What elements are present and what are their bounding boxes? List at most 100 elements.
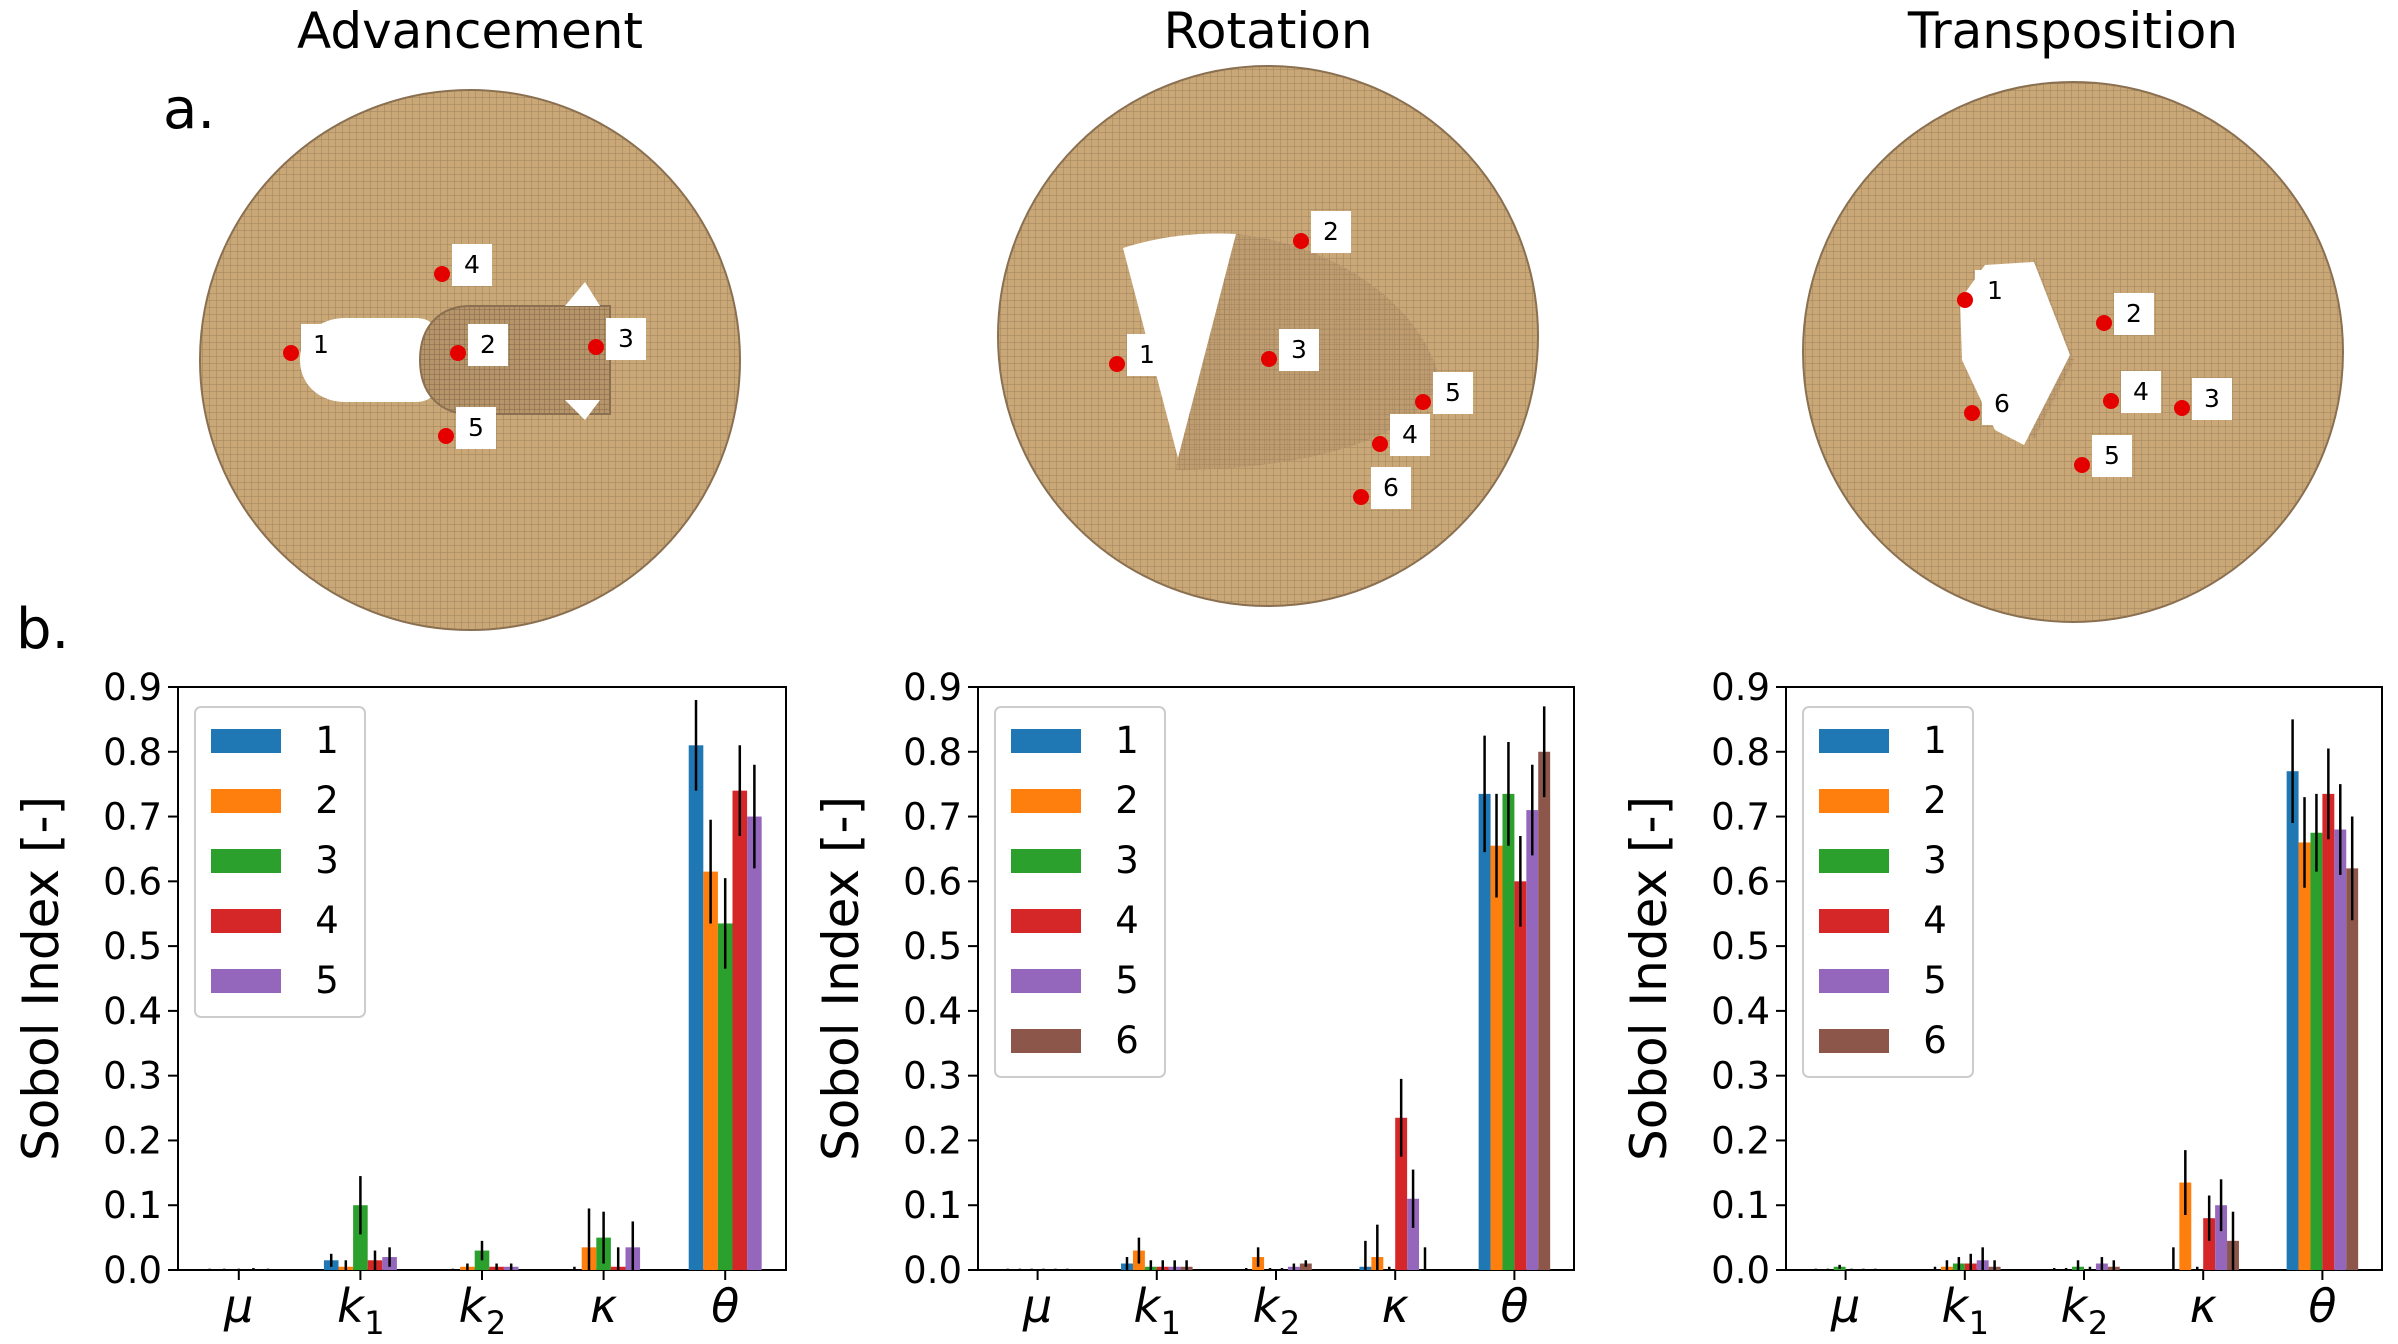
y-axis-label: Sobol Index [-]	[12, 796, 70, 1161]
mesh-flap	[418, 305, 611, 415]
y-tick-label: 0.9	[103, 666, 162, 709]
bar	[747, 816, 762, 1270]
bar	[1514, 881, 1527, 1270]
legend-label: 4	[1115, 899, 1139, 942]
marker: 5	[2074, 435, 2132, 477]
marker: 4	[434, 244, 492, 286]
legend-label: 3	[1115, 839, 1139, 882]
marker-label: 3	[2204, 384, 2220, 413]
marker-label: 1	[1139, 340, 1155, 369]
legend-label: 4	[315, 899, 339, 942]
bar	[2298, 842, 2311, 1270]
y-tick-label: 0.7	[903, 796, 962, 839]
legend-swatch	[1011, 969, 1081, 993]
mesh-title-rotation: Rotation	[1163, 2, 1372, 60]
y-tick-label: 0.5	[103, 925, 162, 968]
mesh-transposition	[1802, 81, 2344, 623]
x-tick-label: κ	[590, 1279, 617, 1333]
legend-swatch	[211, 909, 281, 933]
marker-label: 6	[1994, 389, 2010, 418]
x-tick-label: k	[337, 1279, 366, 1333]
y-tick-label: 0.5	[903, 925, 962, 968]
mesh-cutout	[565, 400, 600, 420]
y-tick-label: 0.7	[1711, 796, 1770, 839]
legend-swatch	[1011, 849, 1081, 873]
x-tick-subscript: 2	[2088, 1304, 2108, 1342]
x-tick-label: k	[1941, 1279, 1970, 1333]
y-tick-label: 0.3	[903, 1055, 962, 1098]
x-tick-label: κ	[1382, 1279, 1409, 1333]
legend-swatch	[211, 729, 281, 753]
marker-label: 4	[1402, 420, 1418, 449]
x-tick-label: k	[1133, 1279, 1162, 1333]
y-tick-label: 0.6	[1711, 860, 1770, 903]
marker: 4	[2103, 371, 2161, 413]
bar	[2322, 793, 2335, 1270]
marker-label: 2	[2126, 299, 2142, 328]
y-tick-label: 0.8	[103, 731, 162, 774]
marker-label: 1	[1987, 276, 2003, 305]
x-tick-label: θ	[2308, 1279, 2336, 1333]
legend-label: 3	[1923, 839, 1947, 882]
marker: 2	[2096, 293, 2154, 335]
legend-swatch	[1011, 909, 1081, 933]
bar	[2203, 1218, 2216, 1270]
marker: 6	[1353, 467, 1411, 509]
marker-label: 5	[2104, 441, 2120, 470]
y-tick-label: 0.5	[1711, 925, 1770, 968]
x-tick-label: k	[2061, 1279, 2090, 1333]
bar	[2310, 832, 2323, 1270]
legend-swatch	[211, 969, 281, 993]
bar	[1478, 793, 1491, 1270]
legend-label: 6	[1115, 1019, 1139, 1062]
bar	[2179, 1182, 2192, 1270]
legend-label: 2	[1923, 779, 1947, 822]
legend-box	[1802, 706, 1974, 1078]
marker-label: 4	[464, 250, 480, 279]
mesh-title-advancement: Advancement	[297, 2, 643, 60]
y-tick-label: 0.2	[103, 1119, 162, 1162]
y-tick-label: 0.3	[1711, 1055, 1770, 1098]
legend-label: 1	[315, 719, 339, 762]
chart-transposition: 0.0 0.1 0.2 0.3 0.4 0.5 0.6 0.7 0.8 0.9 Sobol Inde…	[1620, 666, 2383, 1342]
legend-label: 5	[1115, 959, 1139, 1002]
marker: 5	[438, 407, 496, 449]
legend-label: 1	[1923, 719, 1947, 762]
y-tick-label: 0.4	[903, 990, 962, 1033]
bar	[2215, 1205, 2228, 1270]
legend-swatch	[1819, 789, 1889, 813]
legend-swatch	[211, 789, 281, 813]
x-tick-label: k	[1253, 1279, 1282, 1333]
chart-advancement: 0.0 0.1 0.2 0.3 0.4 0.5 0.6 0.7 0.8 0.9 Sobol Inde…	[12, 666, 787, 1342]
y-tick-label: 0.8	[1711, 731, 1770, 774]
mesh-disk	[1802, 81, 2344, 623]
marker: 4	[1372, 414, 1430, 456]
y-axis-label: Sobol Index [-]	[812, 796, 870, 1161]
marker-label: 6	[1383, 473, 1399, 502]
legend-swatch	[1011, 789, 1081, 813]
legend-swatch	[1819, 909, 1889, 933]
marker: 1	[283, 324, 341, 366]
bar	[1538, 751, 1551, 1270]
legend-label: 2	[315, 779, 339, 822]
x-tick-subscript: 1	[1969, 1304, 1989, 1342]
bar	[2286, 771, 2299, 1270]
x-tick-subscript: 2	[1280, 1304, 1300, 1342]
y-tick-label: 0.9	[1711, 666, 1770, 709]
x-tick-label: θ	[711, 1279, 739, 1333]
mesh-title-transposition: Transposition	[1907, 2, 2238, 60]
legend-label: 1	[1115, 719, 1139, 762]
legend-swatch	[1819, 969, 1889, 993]
y-tick-label: 0.2	[903, 1119, 962, 1162]
marker: 6	[1964, 383, 2022, 425]
y-tick-label: 0.4	[103, 990, 162, 1033]
marker-label: 2	[480, 330, 496, 359]
y-axis-label: Sobol Index [-]	[1620, 796, 1678, 1161]
bar	[1502, 793, 1515, 1270]
marker-label: 2	[1323, 217, 1339, 246]
legend-label: 2	[1115, 779, 1139, 822]
x-tick-label: μ	[223, 1279, 253, 1333]
bar	[2334, 829, 2347, 1270]
marker-label: 3	[1291, 335, 1307, 364]
y-tick-label: 0.0	[103, 1249, 162, 1292]
